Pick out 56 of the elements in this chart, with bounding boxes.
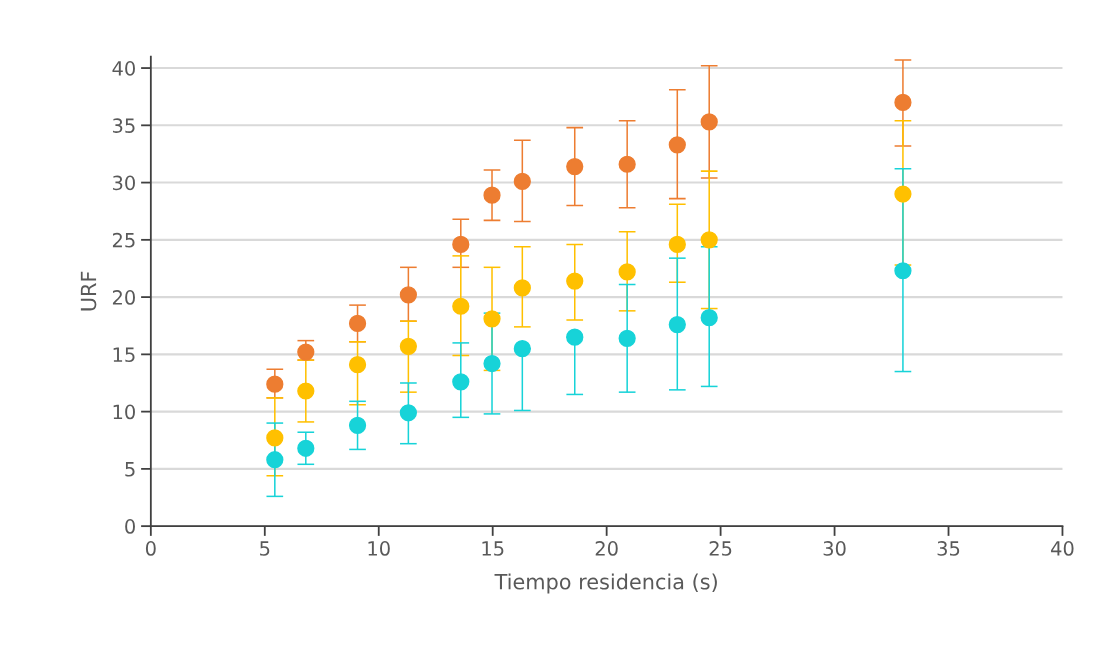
point — [297, 343, 315, 361]
y-tick-label: 20 — [112, 290, 135, 305]
point — [348, 356, 367, 374]
x-tick-label: 15 — [482, 541, 504, 556]
point — [297, 382, 315, 400]
point — [399, 404, 417, 422]
y-tick-label: 10 — [113, 404, 135, 420]
point — [894, 93, 912, 112]
x-tick-label: 30 — [823, 541, 846, 556]
point — [348, 416, 367, 434]
point — [566, 272, 584, 290]
point — [266, 429, 284, 447]
x-tick-label: 35 — [937, 541, 960, 556]
point — [399, 286, 417, 304]
point — [894, 185, 912, 203]
y-tick-label: 40 — [112, 61, 135, 76]
point — [513, 279, 531, 297]
point — [266, 451, 284, 469]
x-tick-label: 5 — [260, 541, 270, 556]
point — [700, 231, 718, 249]
point — [668, 136, 686, 154]
point — [894, 262, 912, 280]
point — [483, 186, 501, 204]
point — [452, 235, 470, 254]
x-axis-title: Tiempo residencia (s) — [494, 573, 717, 594]
point — [266, 375, 284, 393]
point — [399, 337, 417, 355]
point — [700, 309, 718, 327]
y-tick-label: 30 — [112, 175, 135, 191]
y-tick-label: 15 — [113, 347, 135, 363]
point — [452, 297, 470, 315]
point — [668, 235, 686, 254]
x-tick-label: 10 — [368, 541, 390, 556]
x-tick-label: 0 — [145, 541, 156, 556]
y-axis-title: URF — [80, 271, 97, 311]
point — [700, 113, 718, 131]
x-tick-label: 40 — [1051, 541, 1074, 556]
x-tick-label: 20 — [595, 541, 618, 556]
point — [483, 354, 501, 373]
point — [618, 155, 636, 173]
point — [668, 315, 686, 334]
point — [483, 310, 501, 328]
x-tick-label: 25 — [709, 541, 732, 556]
point — [566, 328, 584, 346]
y-tick-label: 5 — [125, 462, 135, 477]
point — [618, 329, 636, 347]
point — [297, 439, 315, 457]
point — [513, 172, 531, 191]
point — [452, 373, 470, 391]
point — [348, 314, 367, 333]
y-tick-label: 0 — [125, 519, 135, 534]
y-tick-label: 35 — [112, 118, 135, 133]
point — [566, 157, 584, 176]
y-tick-label: 25 — [112, 232, 135, 248]
point — [618, 263, 636, 281]
point — [513, 340, 531, 358]
